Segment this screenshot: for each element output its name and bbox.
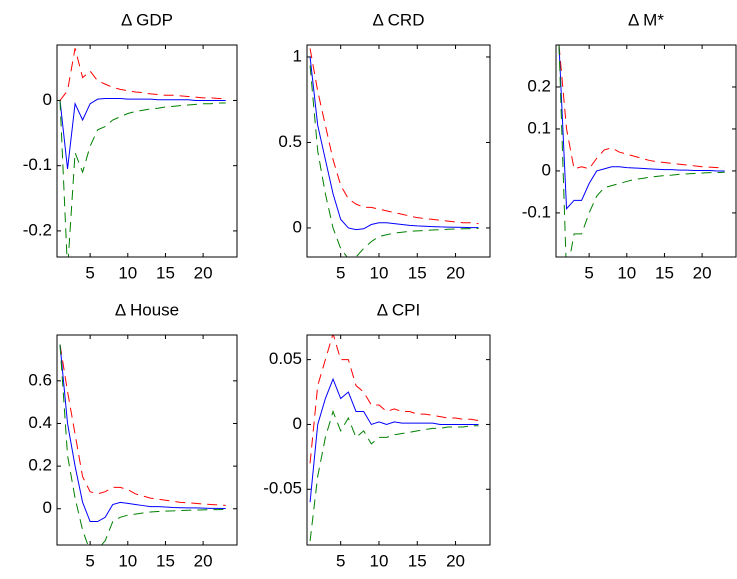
y-tick-label: -0.1 bbox=[522, 202, 551, 221]
series-line bbox=[59, 344, 226, 523]
y-tick-label: 0 bbox=[43, 90, 52, 109]
x-tick-label: 15 bbox=[408, 551, 427, 570]
x-tick-label: 5 bbox=[584, 263, 593, 282]
series-line bbox=[59, 100, 226, 257]
x-tick-label: 10 bbox=[118, 263, 137, 282]
y-tick-label: 0.2 bbox=[28, 456, 52, 475]
x-tick-label: 10 bbox=[370, 551, 389, 570]
x-tick-label: 15 bbox=[408, 263, 427, 282]
panel: Δ House 0 0.2 0.4 0.6 5 10 15 20 bbox=[28, 300, 238, 570]
lines bbox=[558, 45, 725, 257]
x-tick-label: 5 bbox=[85, 551, 94, 570]
plot-area bbox=[57, 335, 237, 545]
y-tick-label: 1 bbox=[293, 46, 302, 65]
plot-area bbox=[556, 45, 736, 257]
panel-title: Δ M* bbox=[628, 10, 664, 29]
series-line bbox=[558, 45, 725, 257]
x-tick-label: 20 bbox=[194, 551, 213, 570]
y-tick-label: 0 bbox=[293, 414, 302, 433]
plot-area bbox=[57, 45, 237, 257]
x-tick-label: 5 bbox=[85, 263, 94, 282]
lines bbox=[309, 335, 479, 542]
x-tick-label: 15 bbox=[156, 551, 175, 570]
plot-frame bbox=[306, 44, 491, 258]
x-tick-label: 5 bbox=[336, 263, 345, 282]
series-line bbox=[309, 65, 479, 257]
panel: Δ GDP -0.2 -0.1 0 5 10 15 20 bbox=[23, 10, 238, 282]
x-tick-label: 20 bbox=[446, 551, 465, 570]
panel-title: Δ CPI bbox=[377, 300, 420, 319]
y-tick-label: 0 bbox=[293, 217, 302, 236]
series-line bbox=[309, 335, 479, 464]
series-line bbox=[558, 45, 725, 170]
y-tick-label: 0.4 bbox=[28, 413, 52, 432]
x-tick-label: 15 bbox=[655, 263, 674, 282]
series-line bbox=[309, 377, 479, 503]
series-line bbox=[59, 344, 226, 545]
lines bbox=[59, 344, 226, 545]
y-tick-label: -0.1 bbox=[23, 155, 52, 174]
lines bbox=[59, 48, 226, 257]
y-tick-label: -0.05 bbox=[263, 479, 302, 498]
plot-area bbox=[307, 335, 490, 545]
x-tick-label: 5 bbox=[336, 551, 345, 570]
y-tick-label: 0.2 bbox=[527, 76, 551, 95]
plot-frame bbox=[555, 44, 737, 258]
plot-frame bbox=[56, 334, 238, 546]
series-line bbox=[558, 45, 725, 210]
x-tick-label: 20 bbox=[693, 263, 712, 282]
series-line bbox=[309, 409, 479, 542]
series-line bbox=[309, 48, 479, 225]
x-tick-label: 10 bbox=[617, 263, 636, 282]
y-tick-label: -0.2 bbox=[23, 220, 52, 239]
series-line bbox=[59, 97, 226, 169]
y-tick-label: 0.6 bbox=[28, 370, 52, 389]
panel-title: Δ House bbox=[115, 300, 179, 319]
series-line bbox=[59, 48, 226, 101]
lines bbox=[309, 48, 479, 257]
panel: Δ CPI -0.05 0 0.05 5 10 15 20 bbox=[263, 300, 491, 570]
panel: Δ M* -0.1 0 0.1 0.2 5 10 15 20 bbox=[522, 10, 737, 282]
y-tick-label: 0.1 bbox=[527, 118, 551, 137]
y-tick-label: 0 bbox=[43, 498, 52, 517]
y-tick-label: 0.05 bbox=[269, 349, 302, 368]
plot-frame bbox=[56, 44, 238, 258]
x-tick-label: 10 bbox=[370, 263, 389, 282]
y-tick-label: 0 bbox=[542, 160, 551, 179]
x-tick-label: 20 bbox=[446, 263, 465, 282]
panel-title: Δ GDP bbox=[121, 10, 173, 29]
plot-frame bbox=[306, 334, 491, 546]
x-tick-label: 20 bbox=[194, 263, 213, 282]
plot-area bbox=[307, 45, 490, 257]
x-tick-label: 10 bbox=[118, 551, 137, 570]
series-line bbox=[59, 344, 226, 506]
series-line bbox=[309, 56, 479, 231]
y-tick-label: 0.5 bbox=[278, 132, 302, 151]
x-tick-label: 15 bbox=[156, 263, 175, 282]
panel-title: Δ CRD bbox=[373, 10, 425, 29]
